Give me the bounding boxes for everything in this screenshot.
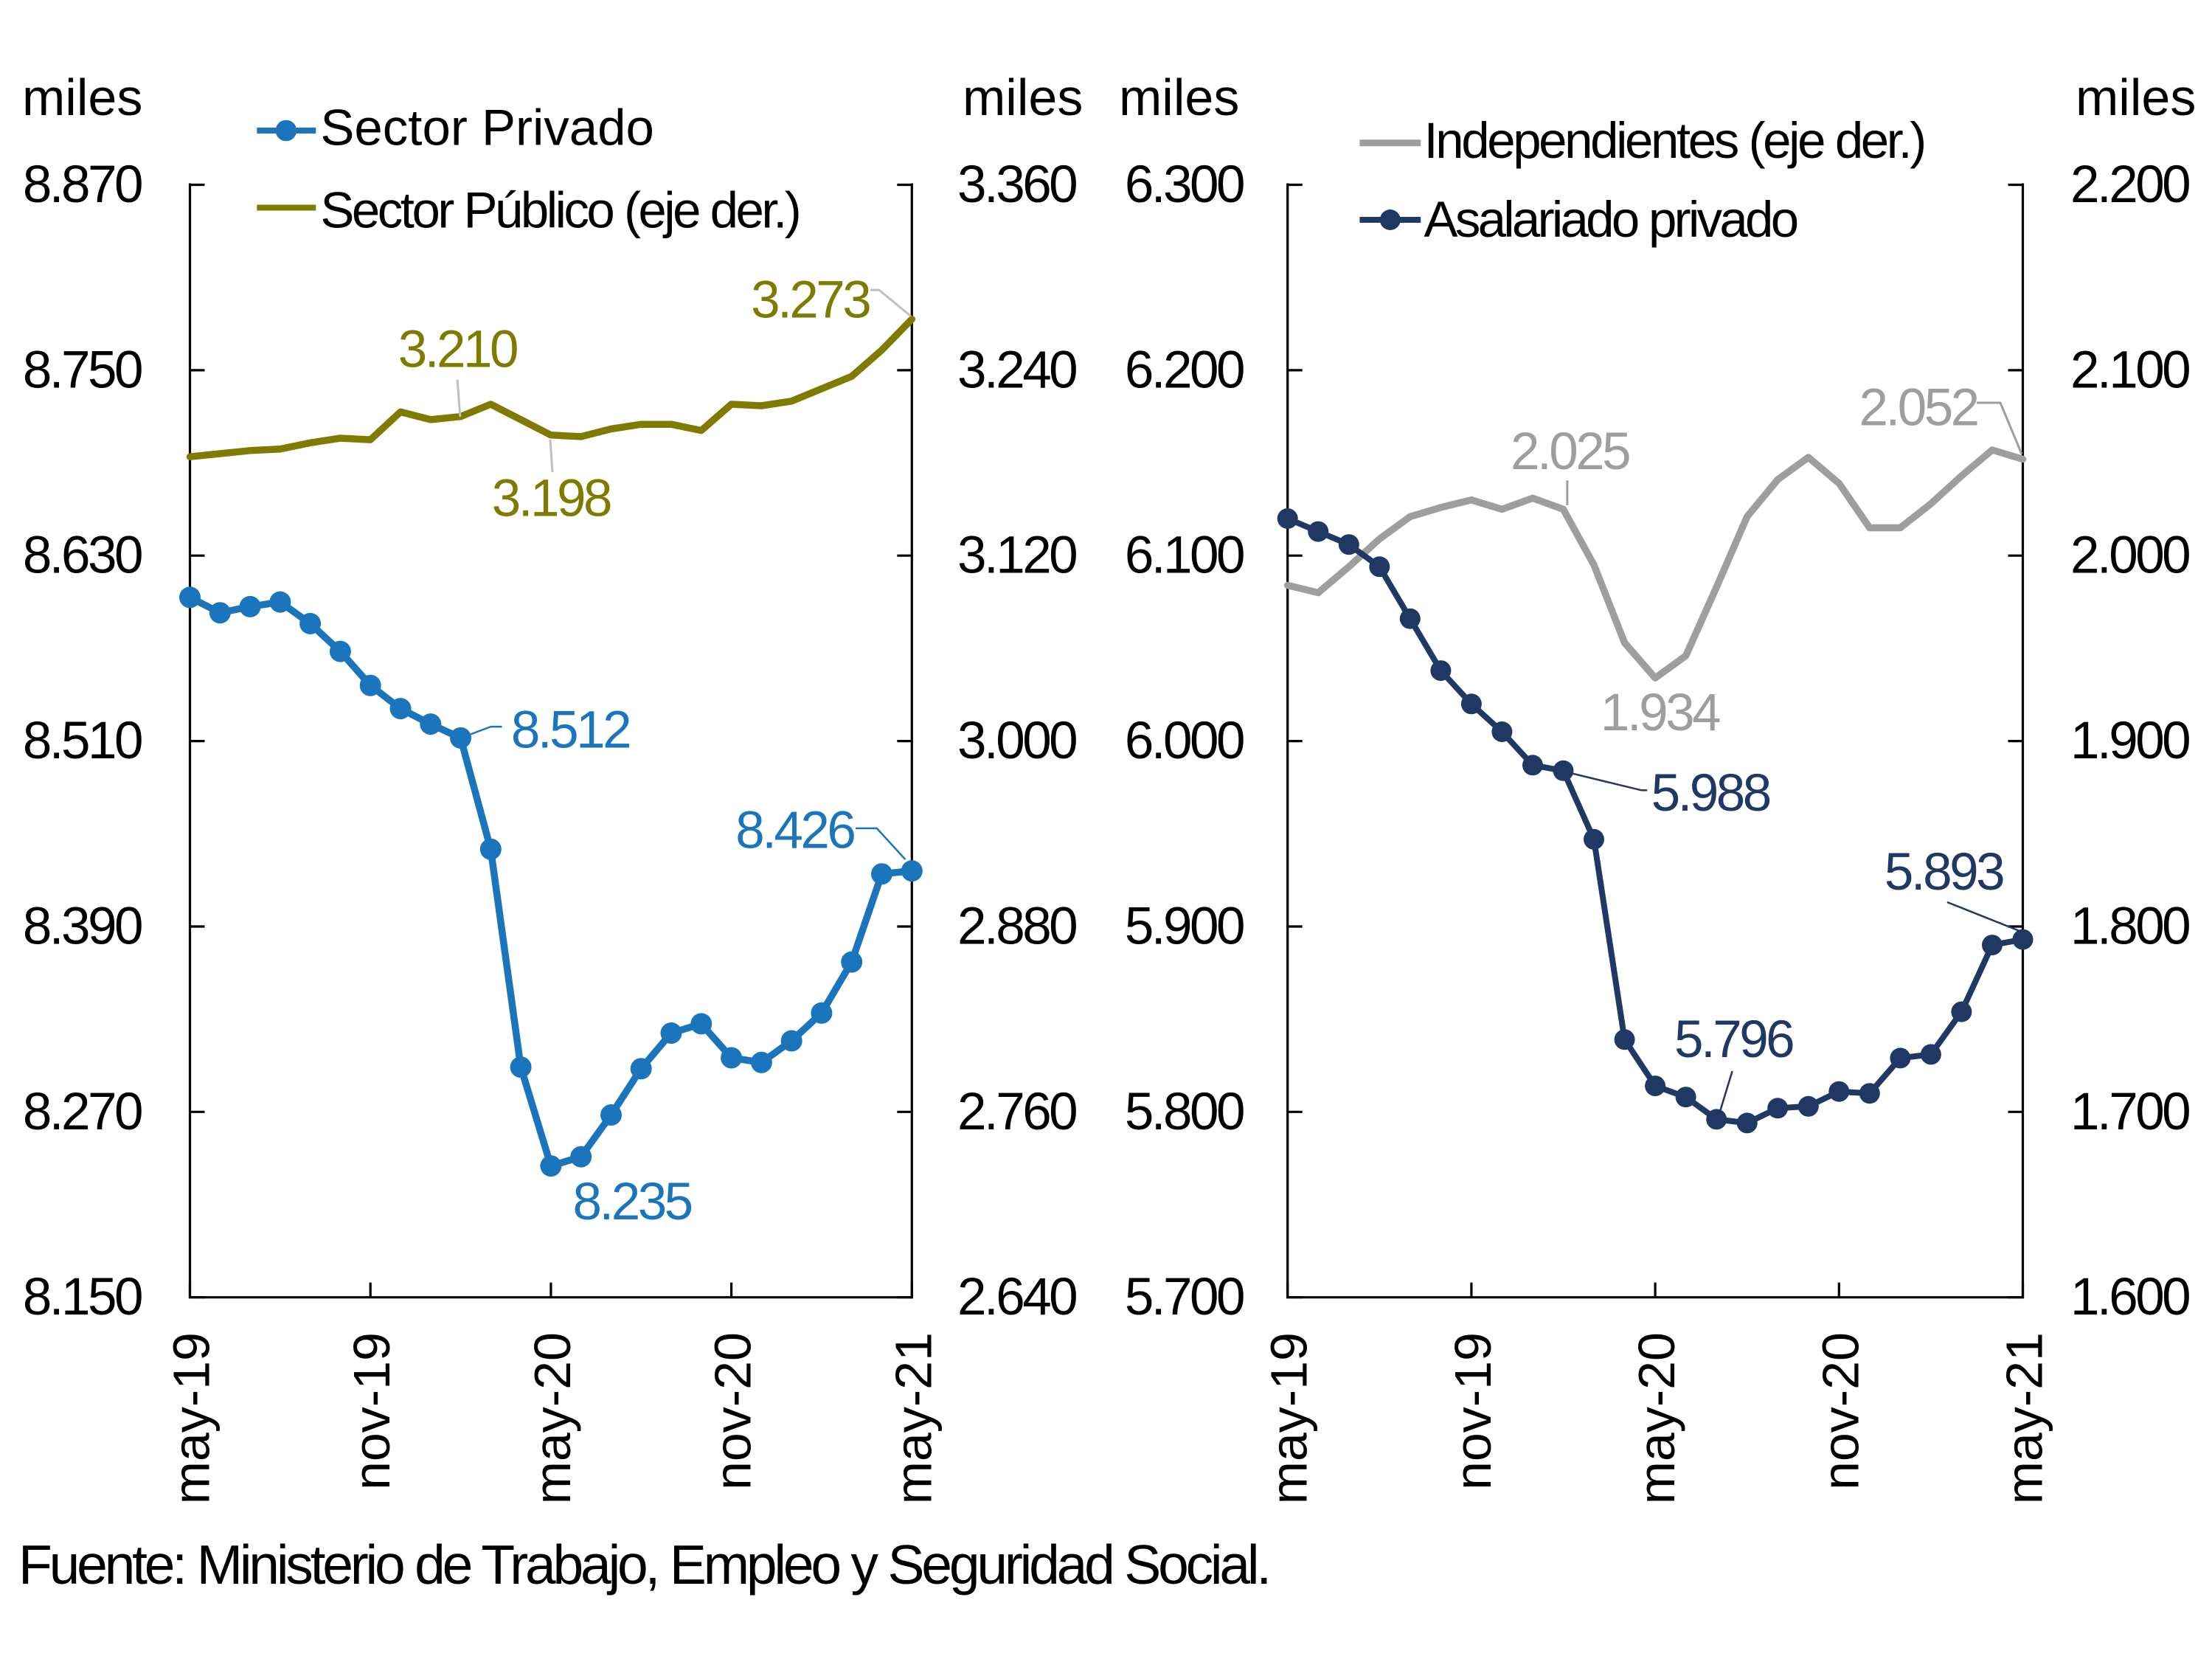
svg-text:3.198: 3.198 xyxy=(492,470,611,528)
svg-text:Sector Público (eje der.): Sector Público (eje der.) xyxy=(320,182,799,239)
svg-text:nov-20: nov-20 xyxy=(704,1332,762,1490)
svg-text:may-21: may-21 xyxy=(1996,1332,2053,1504)
svg-text:miles: miles xyxy=(963,69,1083,126)
svg-text:6.200: 6.200 xyxy=(1125,341,1244,399)
svg-text:2.640: 2.640 xyxy=(957,1268,1076,1326)
svg-text:5.800: 5.800 xyxy=(1125,1083,1244,1141)
svg-text:8.870: 8.870 xyxy=(23,156,142,214)
svg-text:8.426: 8.426 xyxy=(735,801,854,859)
svg-text:5.900: 5.900 xyxy=(1125,898,1244,956)
svg-text:8.235: 8.235 xyxy=(573,1173,692,1231)
svg-text:miles: miles xyxy=(22,69,142,126)
svg-text:5.893: 5.893 xyxy=(1885,843,2003,901)
svg-text:8.150: 8.150 xyxy=(23,1268,142,1326)
svg-text:2.880: 2.880 xyxy=(957,898,1076,956)
svg-text:nov-19: nov-19 xyxy=(343,1332,401,1490)
svg-text:2.100: 2.100 xyxy=(2070,341,2189,399)
svg-text:1.800: 1.800 xyxy=(2070,898,2189,956)
svg-text:Independientes (eje der.): Independientes (eje der.) xyxy=(1424,112,1924,169)
svg-text:3.120: 3.120 xyxy=(957,527,1076,585)
svg-text:nov-20: nov-20 xyxy=(1811,1332,1869,1490)
svg-text:3.210: 3.210 xyxy=(398,321,517,379)
svg-text:6.000: 6.000 xyxy=(1125,712,1244,770)
svg-text:5.700: 5.700 xyxy=(1125,1268,1244,1326)
svg-text:may-21: may-21 xyxy=(884,1332,942,1504)
svg-text:2.025: 2.025 xyxy=(1511,423,1629,481)
svg-text:Fuente: Ministerio de Trabajo,: Fuente: Ministerio de Trabajo, Empleo y … xyxy=(18,1534,1269,1596)
svg-text:1.934: 1.934 xyxy=(1601,684,1720,742)
svg-text:8.270: 8.270 xyxy=(23,1083,142,1141)
svg-text:8.750: 8.750 xyxy=(23,341,142,399)
svg-text:nov-19: nov-19 xyxy=(1444,1332,1502,1490)
svg-text:8.390: 8.390 xyxy=(23,898,142,956)
svg-text:may-20: may-20 xyxy=(1628,1332,1685,1504)
svg-text:1.600: 1.600 xyxy=(2070,1268,2189,1326)
svg-text:1.700: 1.700 xyxy=(2070,1083,2189,1141)
svg-text:Asalariado privado: Asalariado privado xyxy=(1424,191,1797,248)
svg-text:8.510: 8.510 xyxy=(23,712,142,770)
svg-text:3.000: 3.000 xyxy=(957,712,1076,770)
svg-text:miles: miles xyxy=(2076,69,2196,126)
svg-text:3.273: 3.273 xyxy=(751,271,870,330)
svg-text:8.630: 8.630 xyxy=(23,527,142,585)
svg-text:8.512: 8.512 xyxy=(511,702,629,760)
svg-text:3.360: 3.360 xyxy=(957,156,1076,214)
svg-text:6.100: 6.100 xyxy=(1125,527,1244,585)
svg-text:5.988: 5.988 xyxy=(1651,764,1770,822)
svg-text:6.300: 6.300 xyxy=(1125,156,1244,214)
svg-text:may-19: may-19 xyxy=(163,1332,221,1504)
svg-text:may-20: may-20 xyxy=(524,1332,581,1504)
svg-text:5.796: 5.796 xyxy=(1674,1011,1793,1069)
svg-text:2.200: 2.200 xyxy=(2070,156,2189,214)
svg-text:3.240: 3.240 xyxy=(957,341,1076,399)
svg-text:1.900: 1.900 xyxy=(2070,712,2189,770)
svg-text:miles: miles xyxy=(1119,69,1239,126)
svg-text:2.760: 2.760 xyxy=(957,1083,1076,1141)
svg-text:Sector Privado: Sector Privado xyxy=(320,100,654,156)
svg-text:may-19: may-19 xyxy=(1261,1332,1318,1504)
svg-text:2.000: 2.000 xyxy=(2070,527,2189,585)
svg-text:2.052: 2.052 xyxy=(1859,378,1977,437)
